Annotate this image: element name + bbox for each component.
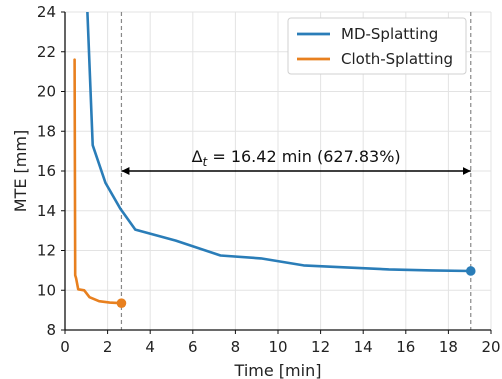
x-tick-label: 0 xyxy=(60,338,70,356)
y-tick-label: 10 xyxy=(37,281,56,299)
x-tick-label: 8 xyxy=(231,338,241,356)
delta-annotation: Δt = 16.42 min (627.83%) xyxy=(121,147,471,175)
series-end-marker-cloth-splatting xyxy=(116,298,127,308)
x-tick-label: 18 xyxy=(439,338,458,356)
x-tick-label: 6 xyxy=(188,338,198,356)
x-tick-label: 16 xyxy=(396,338,415,356)
series-lines xyxy=(73,12,473,305)
x-tick-label: 10 xyxy=(268,338,287,356)
y-tick-label: 14 xyxy=(37,202,56,220)
x-tick-label: 12 xyxy=(311,338,330,356)
y-tick-label: 8 xyxy=(46,321,56,339)
reference-lines xyxy=(120,12,472,330)
x-axis-title: Time [min] xyxy=(234,361,322,379)
y-tick-label: 18 xyxy=(37,122,56,140)
delta-label: Δt = 16.42 min (627.83%) xyxy=(192,147,401,169)
legend: MD-Splatting Cloth-Splatting xyxy=(287,17,467,75)
y-axis-title: MTE [mm] xyxy=(11,130,30,212)
series-end-marker-md-splatting xyxy=(465,266,476,276)
y-tick-label: 12 xyxy=(37,242,56,260)
delta-value-text: = 16.42 min (627.83%) xyxy=(207,147,400,166)
x-tick-label: 20 xyxy=(481,338,500,356)
legend-box xyxy=(287,17,467,75)
series-line-md-splatting xyxy=(86,12,473,273)
legend-label-md-splatting: MD-Splatting xyxy=(341,25,438,43)
y-tick-label: 16 xyxy=(37,162,56,180)
y-tick-label: 22 xyxy=(37,43,56,61)
y-tick-label: 20 xyxy=(37,83,56,101)
x-tick-label: 14 xyxy=(354,338,373,356)
delta-subscript: t xyxy=(203,155,209,169)
legend-label-cloth-splatting: Cloth-Splatting xyxy=(341,50,453,68)
x-tick-label: 2 xyxy=(103,338,113,356)
delta-symbol: Δ xyxy=(192,147,203,166)
end-markers xyxy=(116,266,476,308)
series-line-cloth-splatting xyxy=(73,58,123,305)
y-tick-label: 24 xyxy=(37,3,56,21)
x-tick-label: 4 xyxy=(145,338,155,356)
